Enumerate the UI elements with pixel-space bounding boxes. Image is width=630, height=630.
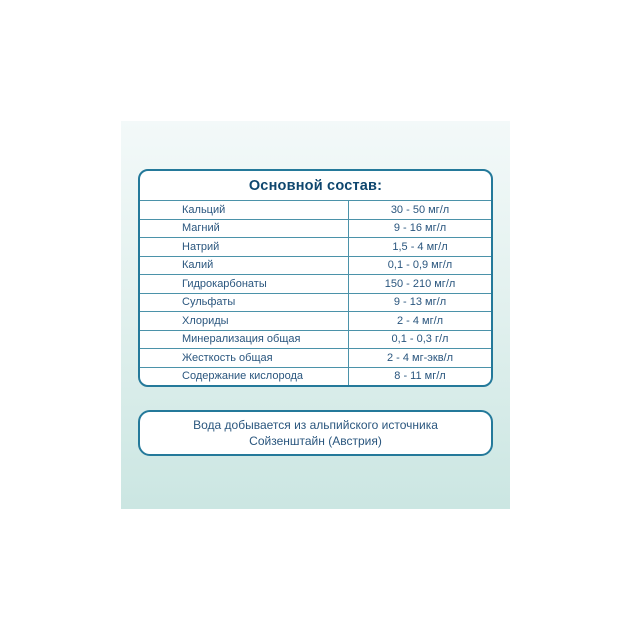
- parameter-name: Гидрокарбонаты: [182, 277, 267, 290]
- parameter-value: 9 - 13 мг/л: [348, 293, 491, 311]
- table-title: Основной состав:: [140, 171, 491, 201]
- source-note-line1: Вода добывается из альпийского источника: [193, 418, 438, 432]
- table-row: Магний 9 - 16 мг/л: [140, 219, 491, 238]
- label-area: Основной состав: Кальций 30 - 50 мг/л Ма…: [121, 121, 510, 509]
- parameter-name: Натрий: [182, 240, 220, 253]
- parameter-value: 2 - 4 мг-экв/л: [348, 349, 491, 367]
- parameter-name: Минерализация общая: [182, 333, 301, 346]
- parameter-name: Содержание кислорода: [182, 370, 303, 383]
- parameter-name: Сульфаты: [182, 296, 236, 309]
- table-row: Содержание кислорода 8 - 11 мг/л: [140, 367, 491, 385]
- source-note-line2: Сойзенштайн (Австрия): [249, 434, 382, 448]
- parameter-name: Калий: [182, 259, 214, 272]
- parameter-name: Жесткость общая: [182, 351, 273, 364]
- table-body: Кальций 30 - 50 мг/л Магний 9 - 16 мг/л …: [140, 201, 491, 385]
- table-row: Калий 0,1 - 0,9 мг/л: [140, 256, 491, 275]
- source-note: Вода добывается из альпийского источника…: [138, 410, 493, 456]
- table-row: Хлориды 2 - 4 мг/л: [140, 312, 491, 331]
- parameter-value: 2 - 4 мг/л: [348, 312, 491, 330]
- parameter-value: 30 - 50 мг/л: [348, 201, 491, 219]
- parameter-value: 150 - 210 мг/л: [348, 275, 491, 293]
- table-row: Натрий 1,5 - 4 мг/л: [140, 238, 491, 257]
- parameter-name: Хлориды: [182, 314, 229, 327]
- table-row: Сульфаты 9 - 13 мг/л: [140, 293, 491, 312]
- composition-table: Основной состав: Кальций 30 - 50 мг/л Ма…: [138, 169, 493, 387]
- parameter-value: 1,5 - 4 мг/л: [348, 238, 491, 256]
- table-row: Кальций 30 - 50 мг/л: [140, 201, 491, 220]
- parameter-value: 8 - 11 мг/л: [348, 367, 491, 385]
- parameter-name: Магний: [182, 222, 220, 235]
- table-row: Жесткость общая 2 - 4 мг-экв/л: [140, 349, 491, 368]
- parameter-value: 0,1 - 0,3 г/л: [348, 330, 491, 348]
- parameter-name: Кальций: [182, 203, 226, 216]
- parameter-value: 9 - 16 мг/л: [348, 219, 491, 237]
- parameter-value: 0,1 - 0,9 мг/л: [348, 256, 491, 274]
- table-row: Гидрокарбонаты 150 - 210 мг/л: [140, 275, 491, 294]
- table-row: Минерализация общая 0,1 - 0,3 г/л: [140, 330, 491, 349]
